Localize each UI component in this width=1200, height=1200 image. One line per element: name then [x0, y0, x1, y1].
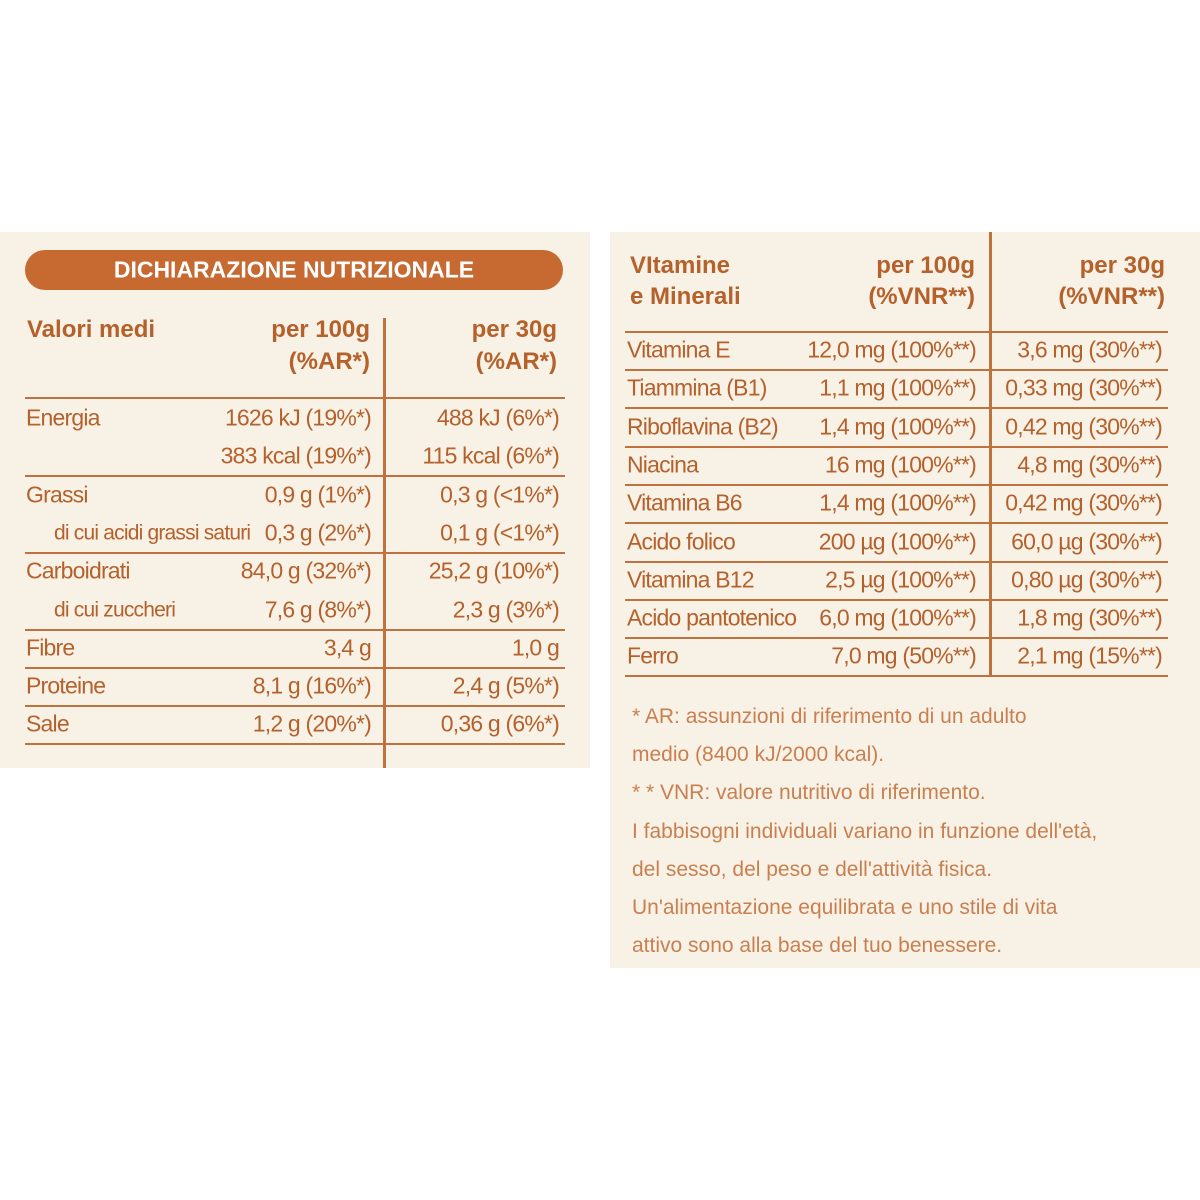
value-per30: 2,1 mg (15%**)	[1017, 642, 1163, 669]
title-banner	[25, 250, 563, 290]
value-per100: 7,6 g (8%*)	[264, 596, 372, 622]
footnote: * AR: assunzioni di riferimento di un ad…	[632, 705, 1027, 728]
column-divider	[989, 232, 992, 676]
value-per100: 200 µg (100%**)	[818, 528, 977, 554]
value-per100: 1626 kJ (19%*)	[224, 404, 372, 431]
value-per100: 1,4 mg (100%**)	[819, 489, 977, 516]
row-rule	[25, 551, 565, 554]
value-per30: 488 kJ (6%*)	[436, 404, 560, 431]
row-label: Vitamina B6	[627, 489, 743, 516]
row-rule	[625, 445, 1168, 448]
value-per30: 25,2 g (10%*)	[428, 557, 560, 584]
row-label: Ferro	[627, 642, 679, 669]
row-label: di cui acidi grassi saturi	[54, 521, 251, 545]
value-per100: 12,0 mg (100%**)	[807, 336, 977, 363]
row-label: Riboflavina (B2)	[627, 413, 779, 440]
header-label: e Minerali	[630, 283, 741, 310]
header-per100: per 100g	[271, 316, 370, 343]
row-label: Energia	[26, 404, 100, 431]
value-per30: 115 kcal (6%*)	[422, 442, 559, 469]
value-per30: 0,1 g (<1%*)	[440, 519, 560, 546]
row-rule	[625, 331, 1168, 333]
row-label: Niacina	[627, 451, 699, 478]
row-rule	[625, 483, 1168, 486]
value-per30: 0,80 µg (30%**)	[1011, 566, 1163, 593]
row-rule	[25, 743, 565, 746]
value-per100: 1,1 mg (100%**)	[819, 374, 977, 401]
row-label: Tiammina (B1)	[627, 374, 767, 401]
row-label: Fibre	[26, 634, 75, 661]
value-per30: 1,8 mg (30%**)	[1017, 604, 1163, 631]
footnote: del sesso, del peso e dell'attività fisi…	[632, 857, 993, 881]
value-per100: 8,1 g (16%*)	[252, 672, 372, 699]
value-per30: 0,42 mg (30%**)	[1005, 489, 1163, 516]
header-per30: (%VNR**)	[1058, 283, 1165, 310]
row-rule	[625, 407, 1168, 410]
value-per30: 2,4 g (5%*)	[452, 672, 560, 699]
footnote: medio (8400 kJ/2000 kcal).	[632, 743, 885, 767]
row-label: Vitamina E	[627, 336, 731, 363]
value-per100: 1,4 mg (100%**)	[819, 413, 977, 440]
header-label: VItamine	[630, 252, 731, 279]
value-per100: 16 mg (100%**)	[824, 451, 977, 478]
row-rule	[25, 628, 565, 631]
value-per100: 7,0 mg (50%**)	[831, 642, 977, 669]
left-panel	[0, 232, 590, 768]
row-rule	[25, 666, 565, 669]
row-rule	[25, 397, 565, 399]
value-per30: 1,0 g	[511, 634, 560, 661]
row-label: Vitamina B12	[627, 566, 755, 593]
row-label: Acido folico	[627, 528, 736, 554]
row-rule	[25, 705, 565, 708]
value-per100: 383 kcal (19%*)	[220, 442, 372, 469]
value-per30: 0,42 mg (30%**)	[1005, 413, 1163, 440]
row-label: Proteine	[26, 672, 106, 699]
value-per30: 0,36 g (6%*)	[440, 710, 560, 737]
row-rule	[625, 522, 1168, 525]
row-rule	[625, 637, 1168, 640]
row-label: Acido pantotenico	[627, 604, 797, 631]
value-per30: 0,3 g (<1%*)	[440, 481, 560, 508]
header-per100: per 100g	[876, 252, 975, 279]
row-rule	[625, 369, 1168, 371]
title: DICHIARAZIONE NUTRIZIONALE	[113, 256, 475, 283]
value-per30: 4,8 mg (30%**)	[1017, 451, 1163, 478]
value-per100: 0,3 g (2%*)	[264, 519, 372, 546]
header-per30: per 30g	[471, 316, 557, 343]
footnote: I fabbisogni individuali variano in funz…	[632, 819, 1098, 843]
value-per100: 6,0 mg (100%**)	[819, 604, 977, 631]
header-label: Valori medi	[27, 316, 156, 343]
row-rule	[625, 560, 1168, 563]
value-per100: 3,4 g	[323, 634, 372, 661]
value-per30: 3,6 mg (30%**)	[1017, 336, 1163, 363]
row-rule	[25, 475, 565, 478]
header-per100: (%VNR**)	[868, 283, 975, 310]
header-per30: per 30g	[1079, 252, 1165, 279]
row-label: Carboidrati	[26, 557, 131, 584]
header-per30: (%AR*)	[475, 348, 557, 375]
row-label: Sale	[26, 710, 70, 737]
column-divider	[383, 318, 386, 768]
value-per100: 1,2 g (20%*)	[252, 710, 372, 737]
value-per100: 2,5 µg (100%**)	[825, 566, 977, 593]
row-rule	[625, 675, 1168, 678]
value-per100: 0,9 g (1%*)	[264, 481, 372, 508]
value-per30: 60,0 µg (30%**)	[1011, 528, 1163, 554]
header-per100: (%AR*)	[288, 348, 370, 375]
value-per30: 2,3 g (3%*)	[452, 596, 560, 622]
value-per30: 0,33 mg (30%**)	[1005, 374, 1163, 401]
footnote: attivo sono alla base del tuo benessere.	[632, 934, 1003, 958]
footnote: Un'alimentazione equilibrata e uno stile…	[632, 896, 1058, 919]
row-label: di cui zuccheri	[54, 598, 176, 621]
row-label: Grassi	[26, 481, 88, 508]
row-rule	[625, 598, 1168, 601]
footnote: * * VNR: valore nutritivo di riferimento…	[632, 781, 986, 805]
value-per100: 84,0 g (32%*)	[240, 557, 372, 584]
